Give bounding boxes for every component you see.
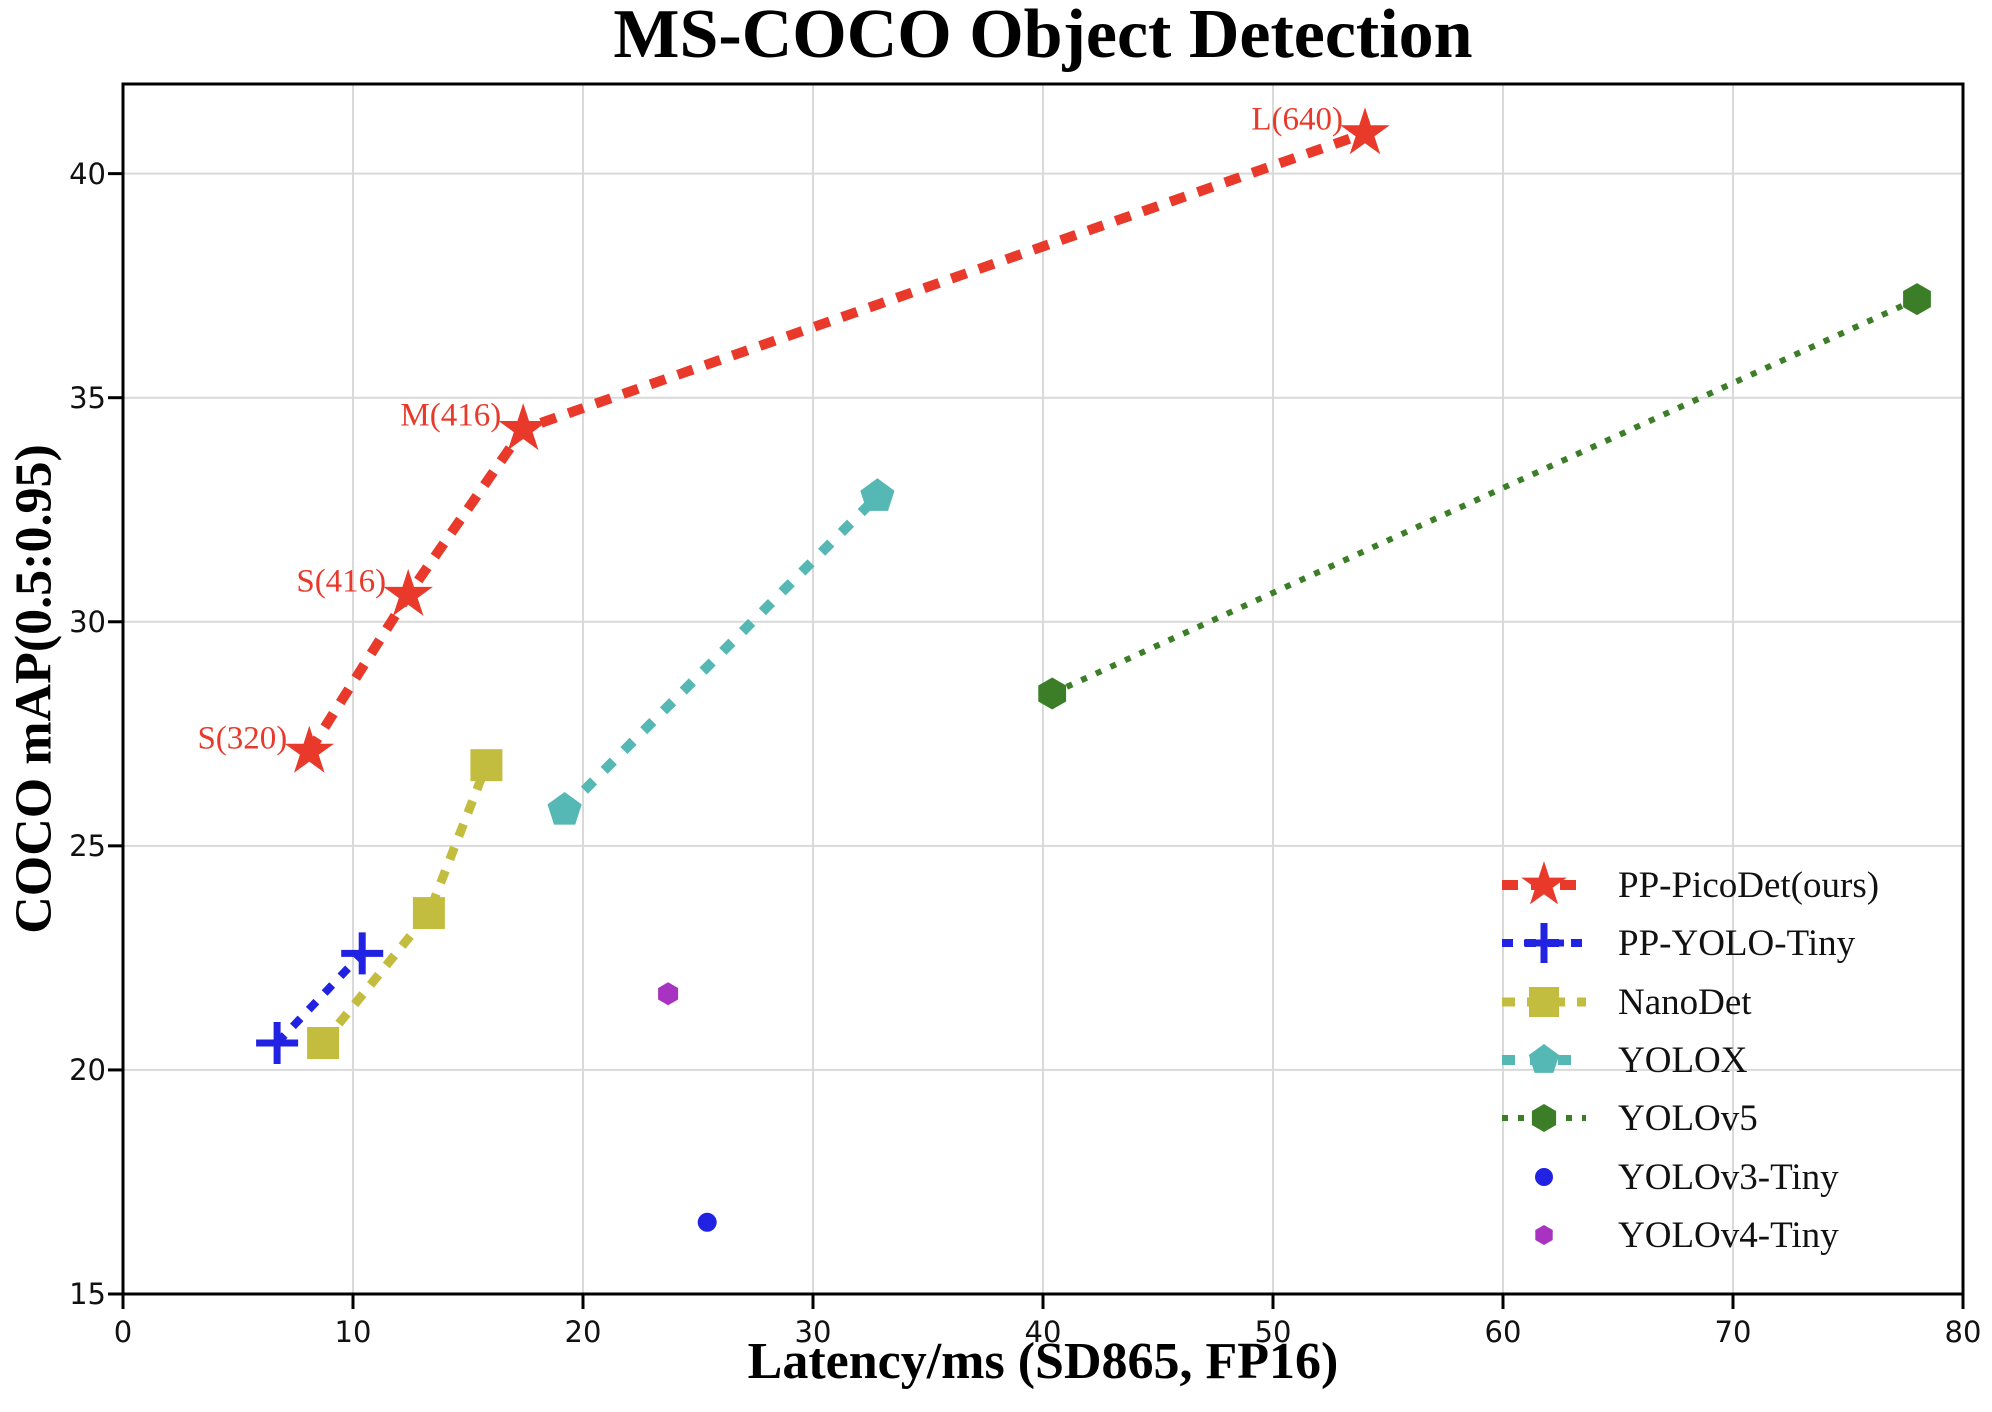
nanodet-marker — [412, 897, 445, 930]
legend-label-pp-picodet: PP-PicoDet(ours) — [1618, 864, 1880, 906]
legend-item-pp-picodet: PP-PicoDet(ours) — [1502, 857, 1879, 913]
annotation-S(416): S(416) — [296, 563, 387, 600]
pp-picodet-legend-marker — [1502, 861, 1586, 905]
x-tick-label: 70 — [1714, 1315, 1752, 1349]
legend-label-yolov5: YOLOv5 — [1618, 1097, 1758, 1139]
y-axis-label: COCO mAP(0.5:0.95) — [5, 444, 63, 934]
yolox-legend-marker — [1502, 1044, 1586, 1073]
pp-picodet-marker — [498, 403, 548, 451]
y-tick-label: 25 — [69, 828, 106, 863]
legend-label-nanodet: NanoDet — [1618, 981, 1752, 1023]
yolov5-marker — [1903, 283, 1931, 316]
yolov5-legend-glyph — [1531, 1104, 1557, 1132]
yolov5-marker — [1038, 677, 1067, 710]
legend-label-pp-yolo-tiny: PP-YOLO-Tiny — [1618, 922, 1856, 964]
nanodet-marker — [470, 749, 503, 782]
chart-title: MS-COCO Object Detection — [613, 0, 1473, 73]
legend-item-nanodet: NanoDet — [1502, 974, 1752, 1030]
nanodet-legend-glyph — [1529, 987, 1559, 1017]
legend-item-yolov4-tiny: YOLOv4-Tiny — [1502, 1207, 1839, 1263]
yolov5-line — [1050, 296, 1919, 697]
yolov4-tiny-legend-marker — [1535, 1225, 1553, 1245]
x-tick-label: 80 — [1944, 1315, 1982, 1349]
legend-item-pp-yolo-tiny: PP-YOLO-Tiny — [1502, 915, 1855, 971]
pp-yolo-tiny-legend-marker — [1502, 923, 1586, 963]
yolov3-tiny-marker — [697, 1212, 717, 1232]
nanodet-marker — [307, 1027, 340, 1060]
legend-item-yolov5: YOLOv5 — [1502, 1090, 1758, 1146]
pp-picodet-legend-glyph — [1521, 861, 1567, 905]
y-tick-label: 15 — [69, 1277, 106, 1311]
yolov5-legend-marker — [1502, 1104, 1586, 1132]
y-tick-label: 20 — [69, 1052, 106, 1087]
yolox-marker — [547, 792, 582, 825]
legend-item-yolov3-tiny: YOLOv3-Tiny — [1502, 1149, 1839, 1205]
annotation-M(416): M(416) — [400, 397, 502, 434]
legend-item-yolox: YOLOX — [1502, 1032, 1747, 1088]
yolox-legend-glyph — [1528, 1044, 1560, 1073]
yolov4-tiny-legend-glyph — [1535, 1225, 1553, 1245]
x-tick-label: 50 — [1254, 1315, 1292, 1349]
pp-yolo-tiny-legend-glyph — [1524, 923, 1564, 963]
annotation-L(640): L(640) — [1251, 101, 1343, 138]
x-tick-label: 60 — [1484, 1315, 1522, 1349]
x-tick-label: 10 — [334, 1315, 372, 1349]
x-tick-label: 40 — [1024, 1315, 1062, 1349]
x-axis-label: Latency/ms (SD865, FP16) — [747, 1333, 1339, 1390]
pp-picodet-marker — [284, 725, 334, 773]
yolov3-tiny-legend-glyph — [1535, 1168, 1553, 1186]
pp-yolo-tiny-marker — [256, 1022, 299, 1065]
legend-label-yolox: YOLOX — [1618, 1039, 1748, 1081]
x-tick-label: 20 — [564, 1315, 602, 1349]
y-tick-label: 40 — [69, 156, 106, 191]
y-tick-label: 30 — [69, 604, 106, 639]
legend-label-yolov3-tiny: YOLOv3-Tiny — [1618, 1156, 1839, 1198]
pp-picodet-line — [305, 128, 1367, 755]
pp-picodet-marker — [383, 568, 433, 616]
pp-yolo-tiny-line — [274, 950, 366, 1046]
pp-picodet-marker — [1340, 107, 1390, 155]
x-tick-label: 30 — [794, 1315, 832, 1349]
yolox-line — [561, 492, 881, 814]
legend-label-yolov4-tiny: YOLOv4-Tiny — [1618, 1214, 1839, 1256]
yolov4-tiny-marker — [658, 982, 679, 1006]
x-tick-label: 0 — [113, 1315, 133, 1349]
y-tick-label: 35 — [69, 380, 106, 415]
yolov3-tiny-legend-marker — [1535, 1168, 1553, 1186]
pp-yolo-tiny-marker — [341, 932, 384, 975]
annotation-S(320): S(320) — [197, 720, 288, 757]
nanodet-legend-marker — [1502, 987, 1586, 1017]
nanodet-line — [319, 763, 491, 1046]
yolox-marker — [860, 478, 895, 511]
